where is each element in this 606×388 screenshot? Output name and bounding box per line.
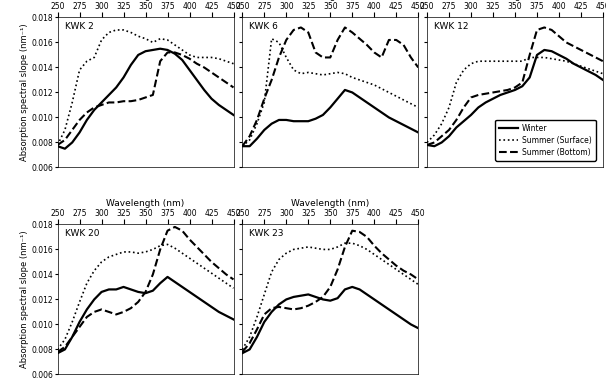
- X-axis label: Wavelength (nm): Wavelength (nm): [291, 199, 370, 208]
- Y-axis label: Absorption spectral slope (nm⁻¹): Absorption spectral slope (nm⁻¹): [20, 24, 28, 161]
- Text: KWK 20: KWK 20: [65, 229, 99, 238]
- Legend: Winter, Summer (Surface), Summer (Bottom): Winter, Summer (Surface), Summer (Bottom…: [495, 120, 596, 161]
- Text: KWK 23: KWK 23: [249, 229, 284, 238]
- Text: KWK 6: KWK 6: [249, 22, 278, 31]
- X-axis label: Wavelength (nm): Wavelength (nm): [107, 199, 185, 208]
- Y-axis label: Absorption spectral slope (nm⁻¹): Absorption spectral slope (nm⁻¹): [20, 230, 28, 368]
- X-axis label: Wavelength (nm): Wavelength (nm): [291, 0, 370, 2]
- X-axis label: Wavelength (nm): Wavelength (nm): [476, 0, 554, 2]
- Text: KWK 12: KWK 12: [434, 22, 468, 31]
- Text: KWK 2: KWK 2: [65, 22, 93, 31]
- X-axis label: Wavelength (nm): Wavelength (nm): [107, 0, 185, 2]
